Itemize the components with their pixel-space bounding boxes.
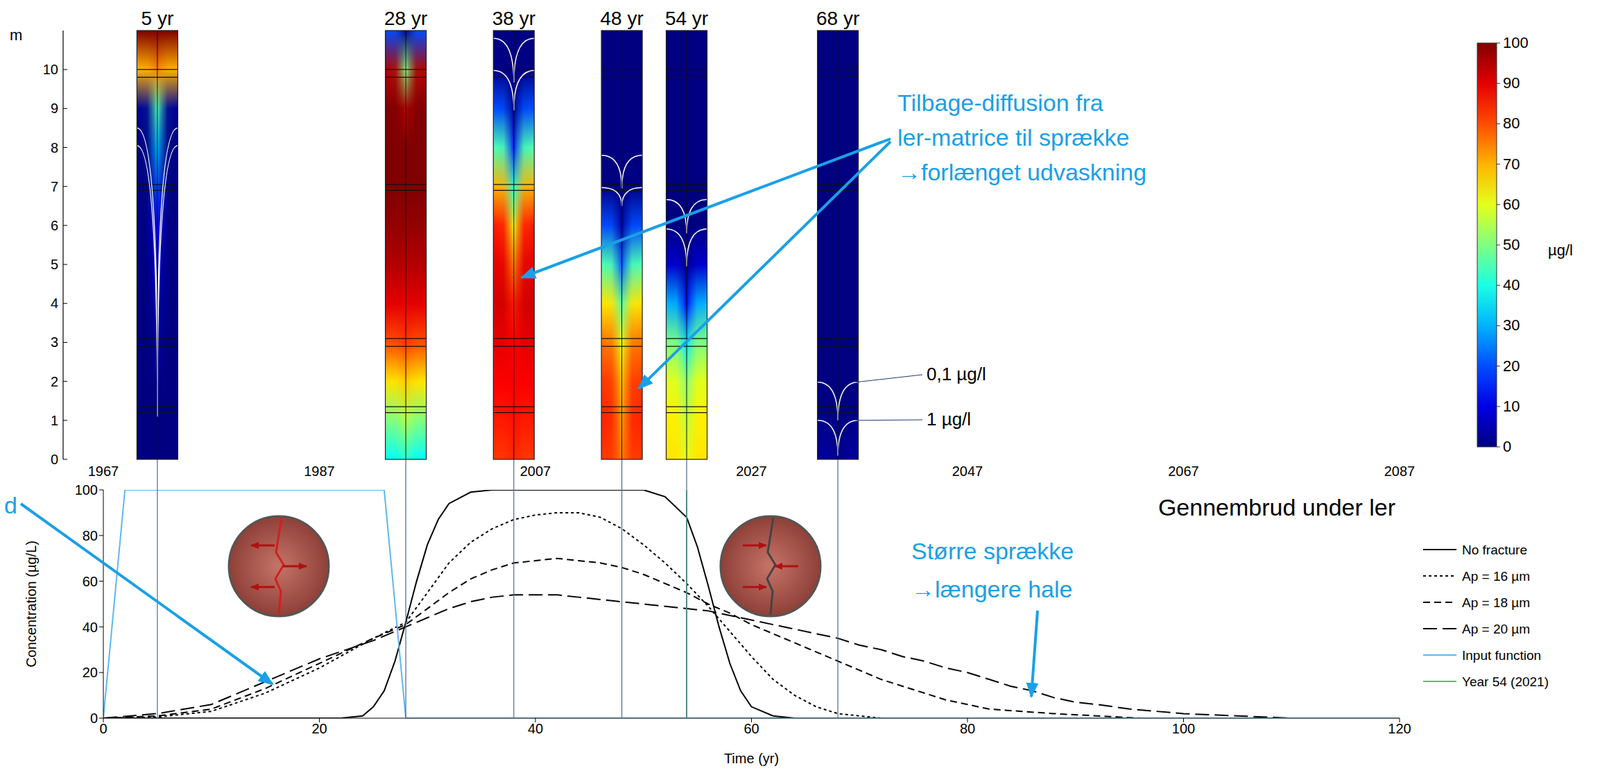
svg-text:Større sprække: Større sprække [911,537,1074,564]
svg-text:→længere hale: →længere hale [911,575,1073,602]
svg-text:120: 120 [1387,720,1411,736]
svg-text:68 yr: 68 yr [816,7,860,30]
svg-text:5: 5 [50,256,59,272]
svg-text:80: 80 [82,527,98,544]
svg-text:Gennembrud under ler: Gennembrud under ler [1158,493,1396,521]
svg-text:60: 60 [743,720,759,736]
svg-text:40: 40 [1502,276,1520,294]
svg-text:3: 3 [50,334,59,350]
svg-text:Input function: Input function [1461,647,1542,663]
svg-text:28 yr: 28 yr [384,7,428,30]
svg-text:2087: 2087 [1384,463,1416,479]
svg-text:9: 9 [50,100,59,116]
svg-text:2067: 2067 [1167,463,1200,479]
svg-text:ler-matrice til sprække: ler-matrice til sprække [897,124,1130,151]
svg-text:0: 0 [99,720,107,736]
svg-text:m: m [9,26,23,44]
svg-text:4: 4 [50,295,59,311]
svg-text:Ap = 18 µm: Ap = 18 µm [1461,595,1530,610]
svg-text:Tilbage-diffusion fra: Tilbage-diffusion fra [897,89,1104,116]
svg-text:0: 0 [1502,437,1512,455]
svg-text:7: 7 [50,178,59,195]
svg-text:100: 100 [74,482,98,498]
svg-text:Ap = 20 µm: Ap = 20 µm [1461,621,1530,636]
svg-text:90: 90 [1502,74,1520,92]
svg-text:Ap = 16 µm: Ap = 16 µm [1461,568,1530,584]
svg-text:50: 50 [1502,235,1520,254]
svg-text:40: 40 [82,619,98,635]
svg-text:38 yr: 38 yr [492,7,536,30]
svg-text:Year 54 (2021): Year 54 (2021) [1461,674,1549,689]
svg-text:No fracture: No fracture [1461,542,1528,557]
svg-text:80: 80 [1502,114,1520,132]
svg-text:Time (yr): Time (yr) [724,750,779,766]
svg-text:0: 0 [50,451,59,467]
svg-text:20: 20 [1502,357,1520,375]
svg-text:→forlænget udvaskning: →forlænget udvaskning [897,158,1147,186]
svg-text:20: 20 [82,664,98,680]
svg-text:2007: 2007 [520,463,552,479]
svg-text:100: 100 [1502,33,1529,52]
svg-text:10: 10 [42,61,59,77]
svg-text:60: 60 [82,573,98,589]
svg-text:10: 10 [1502,397,1520,415]
svg-text:2027: 2027 [735,463,768,479]
svg-text:70: 70 [1502,155,1520,173]
svg-text:2047: 2047 [952,463,984,479]
svg-text:1: 1 [50,412,59,428]
svg-text:1987: 1987 [303,463,335,479]
svg-text:d: d [4,491,18,519]
svg-text:8: 8 [50,140,59,156]
svg-text:80: 80 [959,720,976,736]
svg-text:0,1 µg/l: 0,1 µg/l [926,363,987,385]
svg-text:µg/l: µg/l [1547,241,1573,259]
svg-text:60: 60 [1502,195,1520,213]
svg-text:1 µg/l: 1 µg/l [926,408,971,430]
svg-text:6: 6 [50,217,59,234]
svg-text:2: 2 [50,373,59,390]
svg-text:48 yr: 48 yr [599,7,643,30]
svg-text:Concentration (µg/L): Concentration (µg/L) [23,540,39,668]
svg-text:100: 100 [1172,720,1195,736]
svg-text:5 yr: 5 yr [141,7,175,30]
svg-text:20: 20 [311,720,327,736]
svg-text:40: 40 [527,720,544,736]
svg-text:54 yr: 54 yr [665,7,709,30]
svg-text:0: 0 [90,710,98,726]
svg-text:1967: 1967 [88,463,120,479]
svg-text:30: 30 [1502,316,1520,334]
